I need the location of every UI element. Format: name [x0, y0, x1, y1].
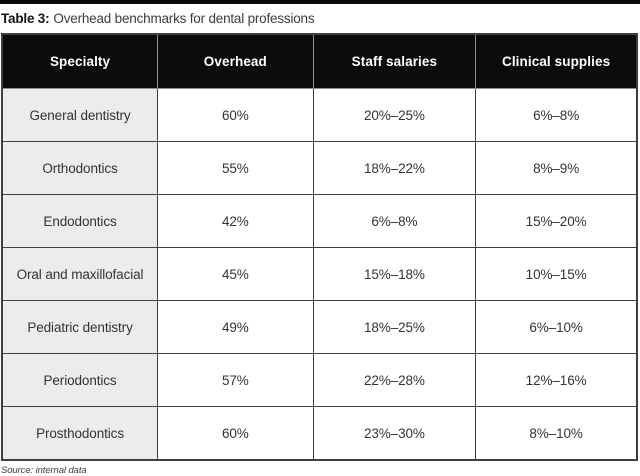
- clinical-supplies-cell: 6%–8%: [475, 88, 638, 142]
- overhead-cell: 55%: [157, 141, 314, 195]
- table-row: Oral and maxillofacial 45% 15%–18% 10%–1…: [1, 247, 638, 301]
- table-row: Prosthodontics 60% 23%–30% 8%–10%: [1, 406, 638, 461]
- specialty-cell: Endodontics: [1, 194, 159, 248]
- specialty-cell: Prosthodontics: [1, 406, 159, 461]
- overhead-cell: 49%: [157, 300, 314, 354]
- table-caption-label: Table 3:: [1, 11, 50, 26]
- clinical-supplies-cell: 8%–10%: [475, 406, 638, 461]
- staff-salaries-cell: 15%–18%: [312, 247, 477, 301]
- table-row: Orthodontics 55% 18%–22% 8%–9%: [1, 141, 638, 195]
- specialty-cell: General dentistry: [1, 88, 159, 142]
- column-header-overhead: Overhead: [157, 33, 314, 89]
- overhead-cell: 57%: [157, 353, 314, 407]
- staff-salaries-cell: 20%–25%: [312, 88, 477, 142]
- overhead-cell: 60%: [157, 406, 314, 461]
- overhead-cell: 45%: [157, 247, 314, 301]
- clinical-supplies-cell: 6%–10%: [475, 300, 638, 354]
- table-caption-text: Overhead benchmarks for dental professio…: [53, 11, 315, 26]
- table-row: Pediatric dentistry 49% 18%–25% 6%–10%: [1, 300, 638, 354]
- clinical-supplies-cell: 8%–9%: [475, 141, 638, 195]
- source-note: Source: internal data: [1, 465, 87, 476]
- specialty-cell: Orthodontics: [1, 141, 159, 195]
- staff-salaries-cell: 23%–30%: [312, 406, 477, 461]
- overhead-cell: 42%: [157, 194, 314, 248]
- column-header-clinical-supplies: Clinical supplies: [475, 33, 638, 89]
- top-rule-divider: [0, 0, 640, 4]
- staff-salaries-cell: 22%–28%: [312, 353, 477, 407]
- table-caption: Table 3: Overhead benchmarks for dental p…: [0, 4, 640, 33]
- clinical-supplies-cell: 10%–15%: [475, 247, 638, 301]
- table-row: Periodontics 57% 22%–28% 12%–16%: [1, 353, 638, 407]
- table-row: General dentistry 60% 20%–25% 6%–8%: [1, 88, 638, 142]
- column-header-staff-salaries: Staff salaries: [312, 33, 477, 89]
- benchmarks-table: Specialty Overhead Staff salaries Clinic…: [1, 33, 638, 461]
- column-header-specialty: Specialty: [1, 33, 159, 89]
- specialty-cell: Oral and maxillofacial: [1, 247, 159, 301]
- clinical-supplies-cell: 12%–16%: [475, 353, 638, 407]
- header-row: Specialty Overhead Staff salaries Clinic…: [1, 33, 638, 89]
- table-row: Endodontics 42% 6%–8% 15%–20%: [1, 194, 638, 248]
- clinical-supplies-cell: 15%–20%: [475, 194, 638, 248]
- specialty-cell: Periodontics: [1, 353, 159, 407]
- staff-salaries-cell: 18%–22%: [312, 141, 477, 195]
- staff-salaries-cell: 6%–8%: [312, 194, 477, 248]
- staff-salaries-cell: 18%–25%: [312, 300, 477, 354]
- specialty-cell: Pediatric dentistry: [1, 300, 159, 354]
- overhead-cell: 60%: [157, 88, 314, 142]
